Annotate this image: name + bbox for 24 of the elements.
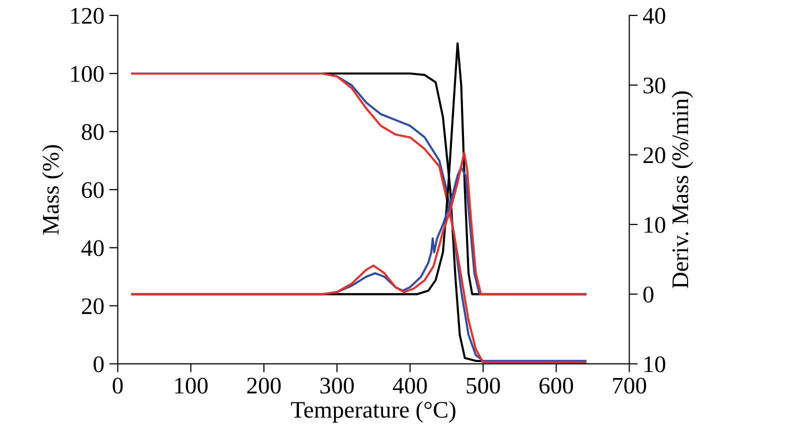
x-tick-label: 200 xyxy=(247,378,281,394)
x-tick-label: 700 xyxy=(613,378,646,394)
y2-tick-label: 20 xyxy=(644,147,666,164)
y2-axis-title: Deriv. Mass (%/min) xyxy=(672,91,694,288)
x-tick-label: 500 xyxy=(466,378,500,394)
y-tick-label: 0 xyxy=(94,356,104,372)
x-tick-label: 100 xyxy=(175,378,208,394)
y2-tick-label: 10 xyxy=(644,216,666,233)
y-tick-label: 120 xyxy=(71,8,104,24)
y-tick-label: 80 xyxy=(82,124,104,140)
x-axis-title: Temperature (°C) xyxy=(291,401,456,423)
y-tick-label: 40 xyxy=(81,240,104,256)
y2-tick-label: 10 xyxy=(644,356,666,372)
y2-tick-label: 0 xyxy=(643,286,654,303)
x-tick-label: 400 xyxy=(392,378,427,394)
y-tick-label: 60 xyxy=(82,182,104,198)
y-tick-label: 20 xyxy=(82,298,104,314)
y-axis-title: Mass (%) xyxy=(42,145,64,235)
x-tick-label: 600 xyxy=(540,378,574,394)
y2-tick-label: 30 xyxy=(644,78,666,94)
x-tick-label: 300 xyxy=(320,378,354,394)
y-tick-label: 100 xyxy=(71,66,104,82)
x-tick-label: 0 xyxy=(112,378,123,394)
y2-tick-label: 40 xyxy=(642,8,666,24)
